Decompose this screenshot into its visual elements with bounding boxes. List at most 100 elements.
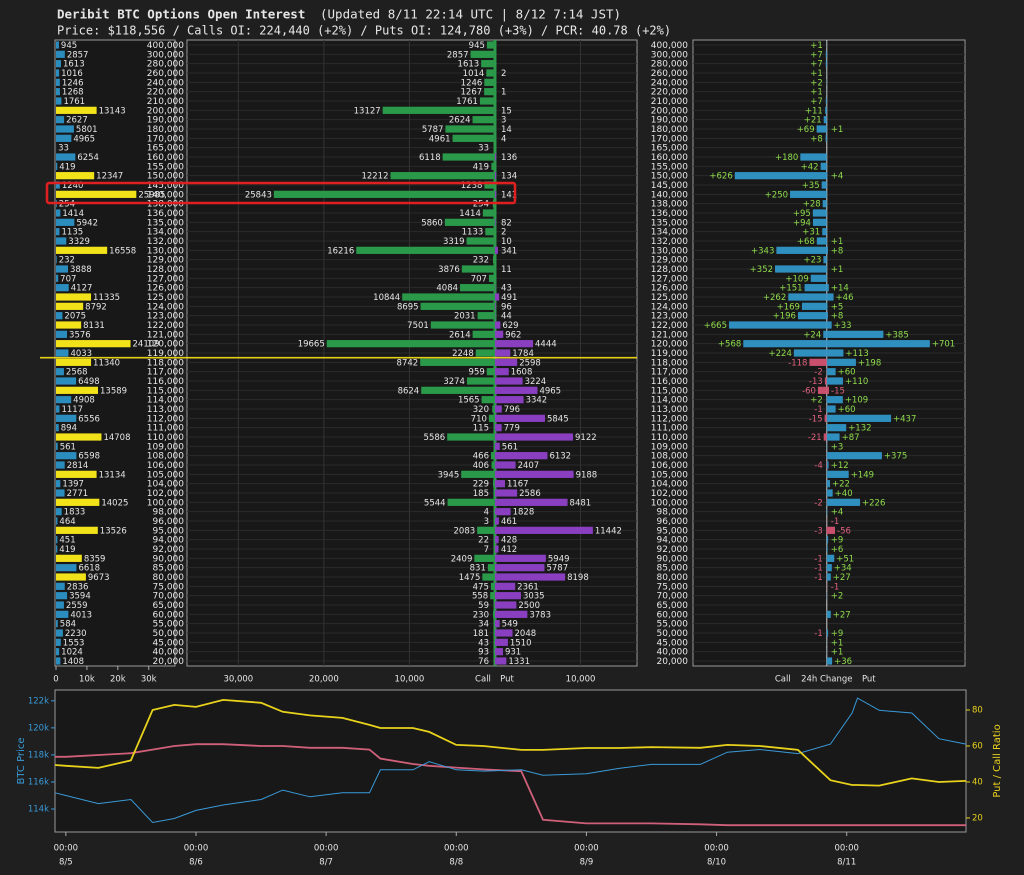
change-label: +1 [831, 265, 844, 275]
strike-label: 155,000 [651, 162, 688, 172]
put-axis-label: Put [862, 675, 876, 685]
strike-label: 140,000 [651, 190, 688, 200]
call-bar [444, 218, 495, 226]
call-bar [494, 601, 495, 609]
call-bar [442, 153, 495, 161]
put-label: 461 [501, 517, 517, 527]
bar-label: 1024 [61, 648, 83, 658]
bar [56, 433, 102, 441]
call-change-bar [797, 312, 827, 320]
call-change-bar [824, 377, 827, 385]
call-label: 1246 [461, 78, 483, 88]
call-change-bar [812, 218, 827, 226]
put-change-bar [826, 368, 836, 376]
bar-label: 6598 [78, 452, 100, 462]
strike-label: 116,000 [147, 377, 184, 387]
bar-label: 4908 [73, 396, 95, 406]
strike-label: 96,000 [153, 517, 185, 527]
change-label: +701 [932, 340, 955, 350]
call-change-bar [809, 358, 827, 366]
bar-label: 3329 [68, 237, 90, 247]
bar [56, 536, 58, 544]
strike-label: 45,000 [657, 638, 689, 648]
bar [56, 321, 82, 329]
bar-label: 2836 [67, 582, 89, 592]
put-label: 9188 [576, 470, 598, 480]
bar-label: 561 [60, 442, 76, 452]
call-label: 320 [473, 405, 489, 415]
change-label: -1 [814, 554, 822, 564]
strike-label: 110,000 [651, 433, 688, 443]
call-label: 34 [478, 620, 489, 630]
change-label: +226 [862, 498, 885, 508]
bar [56, 181, 60, 189]
bar [56, 368, 64, 376]
put-change-bar [826, 629, 829, 637]
put-bar [494, 554, 546, 562]
x-tick-label: 8/5 [59, 858, 73, 868]
put-label: 428 [501, 536, 517, 546]
bar [56, 470, 97, 478]
put-label: 3035 [523, 592, 545, 602]
call-label: 3319 [443, 237, 465, 247]
bar [56, 153, 76, 161]
strike-label: 90,000 [153, 554, 185, 564]
bar [56, 386, 99, 394]
put-label: 341 [501, 246, 517, 256]
strike-label: 200,000 [651, 106, 688, 116]
strike-label: 45,000 [153, 638, 185, 648]
bar-label: 419 [59, 162, 75, 172]
call-bar [474, 554, 495, 562]
put-label: 412 [501, 545, 517, 555]
bar [56, 190, 137, 198]
bar-label: 6498 [78, 377, 100, 387]
call-label: 1238 [461, 181, 483, 191]
call-bar [479, 97, 495, 105]
put-bar [494, 610, 528, 618]
strike-label: 50,000 [153, 629, 185, 639]
call-label: 93 [478, 648, 489, 658]
bar-label: 6556 [78, 414, 100, 424]
strike-label: 260,000 [651, 69, 688, 79]
strike-label: 180,000 [651, 125, 688, 135]
call-change-bar [822, 228, 827, 236]
put-label: 5949 [548, 554, 570, 564]
bar [56, 498, 100, 506]
call-label: 115 [473, 424, 489, 434]
strike-label: 112,000 [651, 414, 688, 424]
bar [56, 97, 62, 105]
bar-label: 8792 [85, 302, 107, 312]
call-label: 2031 [454, 312, 476, 322]
call-label: 475 [473, 582, 489, 592]
call-label: 2624 [449, 116, 471, 126]
call-bar [466, 377, 495, 385]
bar-label: 1240 [62, 181, 84, 191]
strike-label: 150,000 [147, 172, 184, 182]
x-tick-label: 00:00 [574, 844, 599, 854]
series-line [55, 743, 966, 827]
bar-label: 2568 [66, 368, 88, 378]
bar-label: 13589 [100, 386, 127, 396]
put-change-bar [826, 573, 831, 581]
call-label: 8695 [397, 302, 419, 312]
put-label: 1510 [510, 638, 532, 648]
put-change-bar [826, 508, 828, 516]
change-label: +42 [801, 162, 819, 172]
strike-label: 121,000 [147, 330, 184, 340]
strike-label: 165,000 [147, 144, 184, 154]
strike-label: 300,000 [651, 50, 688, 60]
call-bar [402, 293, 495, 301]
bar [56, 480, 61, 488]
bar [56, 442, 58, 450]
call-label: 6118 [419, 153, 441, 163]
change-label: +262 [763, 293, 786, 303]
bar-label: 1135 [62, 228, 84, 238]
change-label: -3 [814, 526, 822, 536]
put-change-bar [826, 554, 835, 562]
put-label: 10 [501, 237, 512, 247]
strike-label: 95,000 [153, 526, 185, 536]
bar-label: 3594 [69, 592, 91, 602]
put-bar [494, 638, 508, 646]
call-label: 232 [473, 256, 489, 266]
strike-label: 98,000 [657, 508, 689, 518]
